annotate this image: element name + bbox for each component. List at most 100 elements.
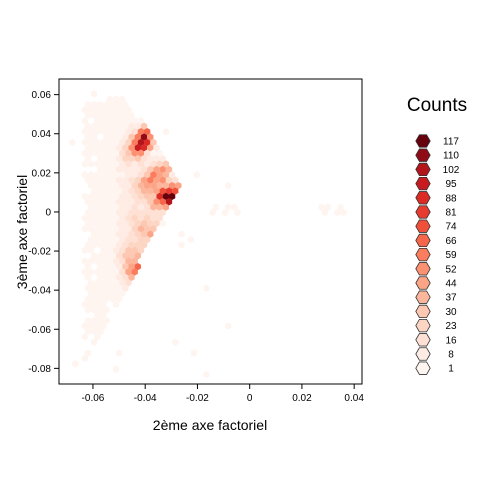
hex-cell bbox=[97, 316, 104, 325]
hex-cell bbox=[122, 208, 129, 217]
hex-cell bbox=[193, 171, 201, 179]
hex-cell bbox=[156, 203, 163, 211]
hex-cell bbox=[119, 268, 126, 276]
hex-cell bbox=[125, 160, 132, 168]
hex-cell bbox=[87, 181, 95, 190]
hex-cell bbox=[125, 181, 132, 190]
hex-cell bbox=[144, 160, 151, 168]
hex-cell bbox=[81, 300, 88, 309]
hex-cell bbox=[109, 284, 117, 292]
hex-cell bbox=[87, 279, 95, 287]
hex-cell bbox=[94, 322, 101, 330]
hex-cell bbox=[156, 214, 163, 222]
hex-cell bbox=[103, 100, 110, 109]
hex-cell bbox=[106, 289, 113, 298]
hex-cell bbox=[134, 176, 141, 184]
hex-cell bbox=[87, 257, 95, 265]
hex-cell bbox=[153, 144, 160, 152]
legend-swatch bbox=[415, 276, 431, 290]
hex-cell bbox=[97, 262, 104, 271]
hex-cell bbox=[91, 306, 98, 314]
hex-cell bbox=[109, 154, 117, 163]
hex-cell bbox=[109, 273, 117, 282]
hex-cell bbox=[318, 203, 325, 211]
legend-label: 59 bbox=[445, 250, 457, 261]
hex-cell bbox=[119, 214, 126, 222]
legend-label: 1 bbox=[448, 364, 454, 375]
hex-cell bbox=[122, 100, 129, 109]
legend-swatch bbox=[415, 205, 431, 219]
hex-cell bbox=[106, 279, 113, 287]
hex-cell bbox=[115, 111, 123, 120]
hex-cell bbox=[153, 219, 160, 228]
y-tick-label: 0.04 bbox=[32, 129, 52, 140]
hex-cell bbox=[100, 300, 107, 309]
hex-cell bbox=[100, 117, 107, 125]
hex-cell bbox=[91, 144, 98, 152]
hex-cell bbox=[159, 165, 166, 174]
hex-cell bbox=[84, 273, 92, 282]
x-tick-label: -0.06 bbox=[82, 393, 105, 404]
hex-cell bbox=[122, 241, 129, 249]
hex-cell bbox=[94, 257, 101, 265]
hex-cell bbox=[112, 214, 120, 222]
hex-cell bbox=[134, 241, 141, 249]
hex-cell bbox=[103, 262, 110, 271]
hex-cell bbox=[119, 279, 126, 287]
hex-cell bbox=[125, 149, 132, 157]
x-tick-label: -0.04 bbox=[134, 393, 157, 404]
hex-cell bbox=[109, 252, 117, 260]
hex-cell bbox=[100, 192, 107, 201]
hex-cell bbox=[159, 176, 166, 184]
hex-cell bbox=[128, 262, 135, 271]
hex-cell bbox=[106, 106, 113, 114]
hex-cell bbox=[87, 289, 95, 298]
legend-swatch bbox=[415, 134, 431, 148]
hex-cell bbox=[115, 219, 123, 228]
hex-cell bbox=[115, 165, 123, 174]
hex-cell bbox=[334, 208, 341, 217]
hex-cell bbox=[134, 198, 141, 206]
hex-cell bbox=[137, 203, 145, 211]
hex-cell bbox=[97, 176, 104, 184]
hex-cell bbox=[147, 176, 154, 184]
hex-cell bbox=[122, 165, 129, 174]
hex-cell bbox=[131, 138, 138, 147]
legend-swatch bbox=[415, 333, 431, 347]
hex-cell bbox=[125, 127, 132, 136]
hex-cell bbox=[81, 106, 88, 114]
hex-cell bbox=[103, 144, 110, 152]
hex-cell bbox=[103, 208, 110, 217]
hex-cell bbox=[109, 100, 117, 109]
hex-cell bbox=[115, 295, 123, 303]
hex-cell bbox=[97, 208, 104, 217]
hex-cell bbox=[178, 241, 185, 249]
hex-cell bbox=[115, 176, 123, 184]
hex-cell bbox=[150, 214, 157, 222]
hex-cell bbox=[84, 295, 92, 303]
hex-cell bbox=[209, 208, 216, 217]
hex-cell bbox=[81, 117, 88, 125]
hex-cell bbox=[134, 208, 141, 217]
hex-cell bbox=[131, 171, 138, 179]
hex-cell bbox=[140, 144, 148, 152]
hex-cell bbox=[128, 111, 135, 120]
hex-cell bbox=[109, 208, 117, 217]
hex-cell bbox=[100, 246, 107, 255]
hex-cell bbox=[144, 149, 151, 157]
hex-cell bbox=[122, 176, 129, 184]
legend-label: 110 bbox=[443, 151, 459, 162]
hex-cell bbox=[81, 149, 88, 157]
hex-cell bbox=[112, 149, 120, 157]
hex-cell bbox=[112, 365, 120, 373]
hex-cell bbox=[69, 138, 76, 147]
legend-swatch bbox=[415, 176, 431, 191]
legend-label: 44 bbox=[445, 279, 457, 290]
hex-cell bbox=[84, 327, 92, 336]
hex-cell bbox=[119, 95, 126, 103]
hex-cell bbox=[84, 208, 92, 217]
hex-cell bbox=[94, 289, 101, 298]
hex-cell bbox=[97, 327, 104, 336]
hexbin-cells bbox=[69, 90, 347, 379]
hex-cell bbox=[109, 111, 117, 120]
